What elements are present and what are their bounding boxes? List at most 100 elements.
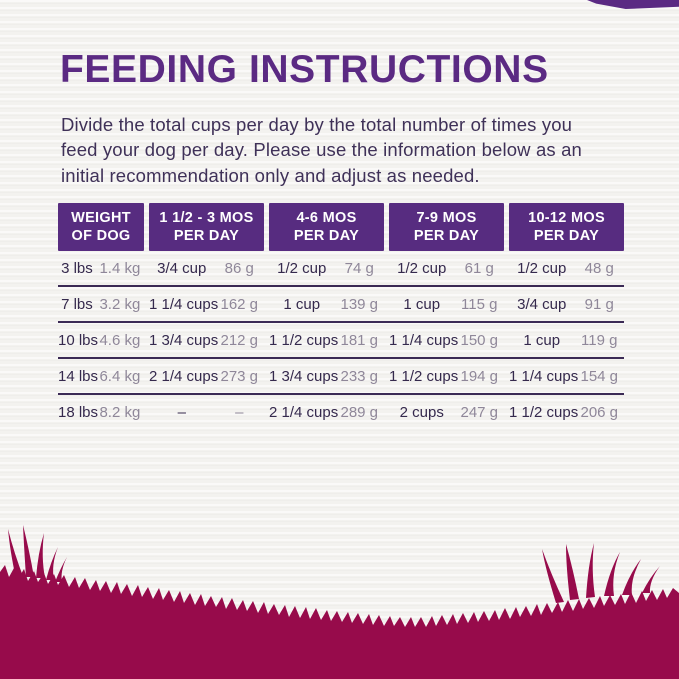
grams-value: 91 g [584,295,614,313]
header-label: 1 1/2 - 3 MOS [159,209,254,226]
grams-value: 139 g [340,295,379,313]
cups-value: 3/4 cup [517,295,567,313]
grams-value: 194 g [460,367,499,385]
weight-kg-value: 1.4 kg [99,259,141,277]
amount-cell: 1 1/4 cups 162 g [149,296,264,313]
cups-value: 3/4 cup [157,259,207,277]
weight-cell: 7 lbs 3.2 kg [58,296,144,313]
cups-value: 1 1/2 cups [389,367,459,385]
weight-cell: 18 lbs 8.2 kg [58,404,144,421]
header-cell-1half-3mos: 1 1/2 - 3 MOS PER DAY [149,203,264,252]
header-label: PER DAY [173,228,240,245]
grass-silhouette [0,525,679,679]
grams-value: 233 g [340,367,379,385]
intro-line: Divide the total cups per day by the tot… [61,114,573,135]
amount-cell: 2 1/4 cups 289 g [269,404,384,421]
feeding-table: WEIGHT OF DOG 1 1/2 - 3 MOS PER DAY 4-6 … [58,203,624,429]
weight-cell: 3 lbs 1.4 kg [58,260,144,277]
amount-cell: 1 1/2 cups 194 g [389,368,504,385]
header-cell-4-6mos: 4-6 MOS PER DAY [269,203,384,252]
cups-value: 1/2 cup [397,259,447,277]
weight-kg-value: 3.2 kg [99,295,141,313]
weight-cell: 10 lbs 4.6 kg [58,332,144,349]
grams-value: 154 g [580,367,619,385]
page-title: FEEDING INSTRUCTIONS [60,48,549,91]
table-row: 10 lbs 4.6 kg 1 3/4 cups 212 g 1 1/2 cup… [58,323,624,360]
cups-value: 1 3/4 cups [149,331,219,349]
weight-lbs-value: 3 lbs [61,259,93,277]
header-label: OF DOG [71,228,131,245]
amount-cell: 2 1/4 cups 273 g [149,368,264,385]
amount-cell: 1 cup 119 g [509,332,624,349]
amount-cell: 1/2 cup 74 g [269,260,384,277]
grams-value: 74 g [344,259,374,277]
grams-value: 115 g [461,295,498,313]
grams-value: 150 g [460,331,499,349]
cups-value: 1 cup [403,295,441,313]
amount-cell: 2 cups 247 g [389,404,504,421]
weight-kg-value: 4.6 kg [99,331,141,349]
cups-value: 2 cups [399,403,444,421]
table-row: 3 lbs 1.4 kg 3/4 cup 86 g 1/2 cup 74 g 1… [58,251,624,288]
header-cell-weight: WEIGHT OF DOG [58,203,144,252]
amount-cell: 1 1/2 cups 206 g [509,404,624,421]
amount-cell: – – [149,404,264,421]
cups-value: 1/2 cup [277,259,327,277]
cups-value: 1 cup [523,331,561,349]
weight-lbs-value: 18 lbs [58,403,99,421]
amount-cell: 3/4 cup 91 g [509,296,624,313]
grams-value: 181 g [340,331,379,349]
grams-value: 206 g [580,403,619,421]
grams-value: 289 g [340,403,379,421]
grams-value: 162 g [220,295,259,313]
header-label: 4-6 MOS [296,209,357,226]
intro-line: initial recommendation only and adjust a… [61,164,480,186]
cups-value: – [177,403,186,421]
header-label: 10-12 MOS [528,209,605,226]
header-cell-7-9mos: 7-9 MOS PER DAY [389,203,504,252]
amount-cell: 1/2 cup 61 g [389,260,504,277]
table-row: 14 lbs 6.4 kg 2 1/4 cups 273 g 1 3/4 cup… [58,359,624,396]
cups-value: 2 1/4 cups [269,403,339,421]
table-row: 7 lbs 3.2 kg 1 1/4 cups 162 g 1 cup 139 … [58,287,624,324]
amount-cell: 1 1/4 cups 150 g [389,332,504,349]
cups-value: 1 1/2 cups [269,331,339,349]
grams-value: 247 g [460,403,499,421]
amount-cell: 1 3/4 cups 212 g [149,332,264,349]
amount-cell: 1 cup 139 g [269,296,384,313]
intro-line: feed your dog per day. Please use the in… [61,139,582,161]
weight-cell: 14 lbs 6.4 kg [58,368,144,385]
cups-value: 1 1/2 cups [509,403,579,421]
corner-accent-shape [587,0,679,9]
intro-text: Divide the total cups per day by the tot… [61,112,624,188]
amount-cell: 3/4 cup 86 g [149,260,264,277]
weight-kg-value: 8.2 kg [99,403,141,421]
grams-value: 86 g [224,259,254,277]
grams-value: 61 g [464,259,494,277]
grams-value: 212 g [220,331,259,349]
amount-cell: 1 3/4 cups 233 g [269,368,384,385]
grams-value: 48 g [584,259,614,277]
cups-value: 1/2 cup [517,259,567,277]
amount-cell: 1 1/4 cups 154 g [509,368,624,385]
cups-value: 1 cup [283,295,321,313]
header-label: 7-9 MOS [416,209,477,226]
grams-value: 273 g [220,367,259,385]
header-label: PER DAY [533,228,600,245]
grams-value: – [235,403,244,421]
header-label: PER DAY [413,228,480,245]
feeding-instructions-panel: FEEDING INSTRUCTIONS Divide the total cu… [58,0,624,429]
weight-lbs-value: 14 lbs [58,367,99,385]
header-label: PER DAY [293,228,360,245]
cups-value: 1 1/4 cups [149,295,219,313]
amount-cell: 1/2 cup 48 g [509,260,624,277]
cups-value: 1 3/4 cups [269,367,339,385]
weight-lbs-value: 7 lbs [61,295,93,313]
table-row: 18 lbs 8.2 kg – – 2 1/4 cups 289 g 2 cup… [58,395,624,429]
cups-value: 2 1/4 cups [149,367,219,385]
weight-kg-value: 6.4 kg [99,367,141,385]
grams-value: 119 g [581,331,618,349]
amount-cell: 1 cup 115 g [389,296,504,313]
cups-value: 1 1/4 cups [509,367,579,385]
